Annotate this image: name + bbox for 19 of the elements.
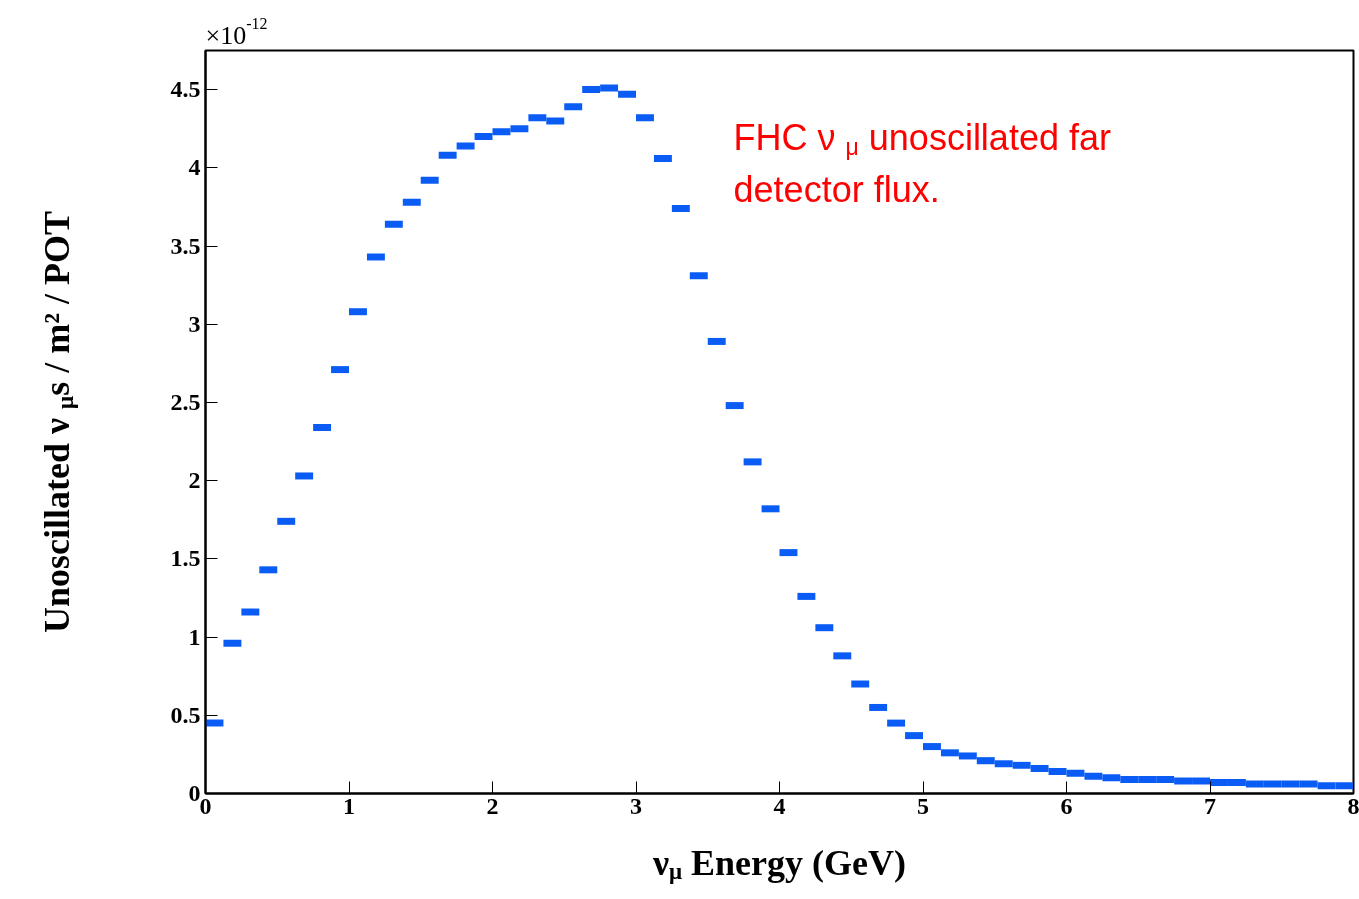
y-tick-label: 4 [188, 154, 201, 181]
x-tick-label: 6 [1060, 792, 1073, 819]
y-tick-label: 0.5 [170, 701, 201, 728]
y-tick-label: 2 [188, 467, 201, 494]
x-tick-label: 7 [1204, 792, 1216, 819]
x-tick-label: 1 [343, 792, 355, 819]
x-tick-label: 4 [773, 792, 786, 819]
y-axis-title: Unoscillated νμs / m² / POT [36, 211, 78, 633]
x-tick-label: 5 [917, 792, 929, 819]
y-tick-label: 3.5 [170, 232, 201, 259]
annotation: FHC ν μ unoscillated far detector flux. [733, 117, 1111, 210]
y-tick-label: 3 [188, 310, 201, 337]
x-tick-label: 3 [630, 792, 642, 819]
x-tick-label: 2 [486, 792, 499, 819]
y-tick-label: 4.5 [170, 76, 201, 103]
y-tick-label: 2.5 [170, 388, 201, 415]
y-tick-label: 1 [188, 623, 201, 650]
x-tick-label: 8 [1347, 792, 1359, 819]
y-tick-label: 1.5 [170, 545, 201, 572]
